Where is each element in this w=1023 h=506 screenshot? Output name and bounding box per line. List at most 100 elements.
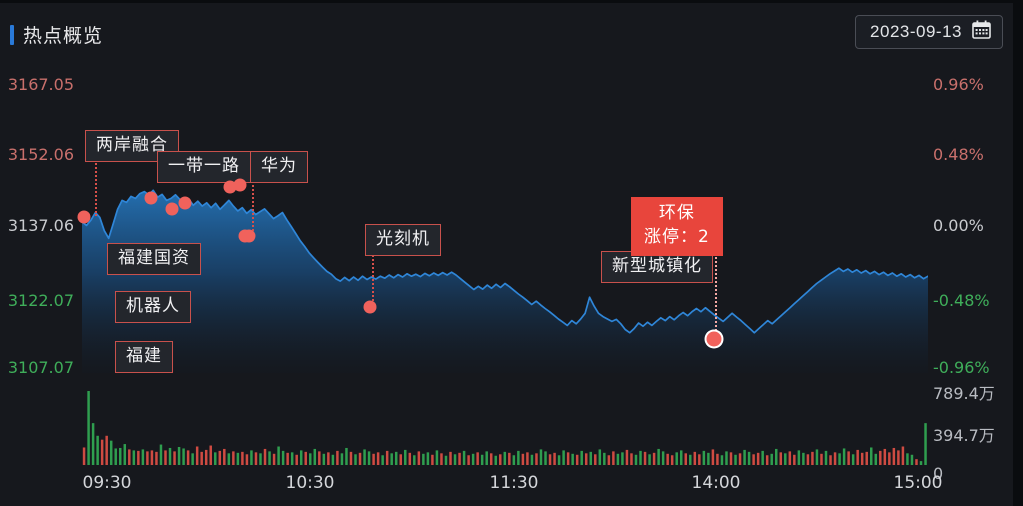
y-tick-left-0: 3167.05 xyxy=(7,75,74,94)
volume-bar xyxy=(779,452,783,465)
volume-bar xyxy=(924,423,927,465)
anno-fujian[interactable]: 福建 xyxy=(115,341,173,373)
volume-bar xyxy=(747,451,751,465)
volume-bar xyxy=(630,453,633,465)
anno-huanbao-marker[interactable] xyxy=(706,331,722,347)
volume-bar xyxy=(309,453,312,465)
volume-bar xyxy=(584,453,588,465)
volume-bar xyxy=(367,451,371,465)
volume-bar xyxy=(652,452,656,465)
anno-fjguozi[interactable]: 福建国资 xyxy=(107,243,201,275)
anno-huawei[interactable]: 华为 xyxy=(250,151,308,183)
volume-bar xyxy=(462,450,466,465)
annotation-leader-line xyxy=(252,177,254,235)
anno-yidaiyilu-marker[interactable] xyxy=(144,191,158,205)
volume-bar xyxy=(634,454,638,465)
volume-bar xyxy=(354,454,357,465)
volume-bar xyxy=(589,451,592,465)
volume-bar xyxy=(915,459,918,465)
volume-bar xyxy=(191,453,194,465)
volume-bar xyxy=(535,453,538,465)
volume-bar xyxy=(259,453,262,465)
volume-bar xyxy=(698,454,701,465)
volume-bar xyxy=(227,453,231,465)
volume-bar xyxy=(752,454,755,465)
volume-bar xyxy=(241,451,244,465)
anno-fujian-label: 福建 xyxy=(126,346,162,366)
volume-bar xyxy=(657,448,660,465)
volume-bar xyxy=(168,447,172,465)
volume-bar xyxy=(304,451,307,465)
volume-bar xyxy=(603,452,606,465)
chart-canvas[interactable]: 两岸融合 一带一路 华为 福建国资 机器人 福建 光刻机 新型城镇化 环保 涨停：2 09:30 1… xyxy=(77,61,943,506)
x-tick-1: 10:30 xyxy=(285,473,335,493)
volume-bar xyxy=(607,455,611,465)
anno-jiqiren[interactable]: 机器人 xyxy=(115,291,191,323)
volume-bar xyxy=(503,451,507,465)
volume-bar xyxy=(385,450,389,465)
volume-bar xyxy=(883,448,887,465)
volume-bar xyxy=(349,451,353,465)
anno-guangkeji[interactable]: 光刻机 xyxy=(365,224,441,256)
event-marker-4[interactable] xyxy=(242,229,256,243)
event-marker-1[interactable] xyxy=(178,196,192,210)
anno-huanbao[interactable]: 环保涨停：2 xyxy=(631,197,723,256)
volume-bar xyxy=(322,453,326,465)
volume-bar xyxy=(105,435,108,465)
volume-bar xyxy=(299,450,303,465)
volume-bar xyxy=(128,449,131,465)
volume-bar xyxy=(761,450,764,465)
volume-bar xyxy=(404,449,407,465)
y-tick-right-0: 0.96% xyxy=(933,75,984,94)
volume-bar xyxy=(847,451,850,465)
volume-bar xyxy=(856,449,859,465)
volume-bar xyxy=(566,452,570,465)
volume-bar xyxy=(440,453,443,465)
volume-bar xyxy=(471,453,475,465)
volume-bar xyxy=(250,450,253,465)
date-picker[interactable]: 2023-09-13 xyxy=(855,15,1003,49)
volume-bar xyxy=(277,446,280,465)
volume-bar xyxy=(815,449,819,465)
volume-bar xyxy=(562,450,565,465)
volume-bar xyxy=(594,454,597,465)
event-marker-0[interactable] xyxy=(165,202,179,216)
volume-bars xyxy=(82,391,927,465)
event-marker-2[interactable] xyxy=(223,180,237,194)
volume-bar xyxy=(155,451,158,465)
volume-bar xyxy=(245,454,249,465)
volume-bar xyxy=(625,449,629,465)
volume-bar xyxy=(272,453,276,465)
page-title-group: 热点概览 xyxy=(10,21,103,48)
anno-fjguozi-label: 福建国资 xyxy=(118,248,190,268)
volume-bar xyxy=(313,448,317,465)
anno-guangkeji-label: 光刻机 xyxy=(376,229,430,249)
volume-bar xyxy=(784,453,787,465)
anno-guangkeji-marker[interactable] xyxy=(363,300,377,314)
anno-liangan-marker[interactable] xyxy=(77,210,91,224)
volume-bar xyxy=(756,452,760,465)
y-tick-right-5: 789.4万 xyxy=(933,384,995,403)
volume-bar xyxy=(575,454,579,465)
y-tick-left-1: 3152.06 xyxy=(7,145,74,164)
volume-bar xyxy=(689,454,692,465)
volume-bar xyxy=(521,453,525,465)
volume-bar xyxy=(485,451,488,465)
volume-bar xyxy=(489,453,493,465)
volume-bar xyxy=(123,444,127,465)
volume-bar xyxy=(806,454,810,465)
volume-bar xyxy=(765,455,769,465)
volume-bar xyxy=(458,452,461,465)
volume-bar xyxy=(150,450,154,465)
event-marker-3[interactable] xyxy=(233,178,247,192)
y-tick-left-3: 3122.07 xyxy=(7,291,74,310)
anno-yidaiyilu[interactable]: 一带一路 xyxy=(157,151,251,183)
volume-bar xyxy=(449,451,452,465)
volume-bar xyxy=(811,451,814,465)
anno-huanbao-label: 环保 xyxy=(658,203,695,223)
volume-bar xyxy=(571,453,574,465)
volume-bar xyxy=(829,455,832,465)
volume-bar xyxy=(679,450,683,465)
anno-huanbao-sublabel: 涨停：2 xyxy=(644,227,710,247)
y-tick-right-4: -0.96% xyxy=(933,358,990,377)
